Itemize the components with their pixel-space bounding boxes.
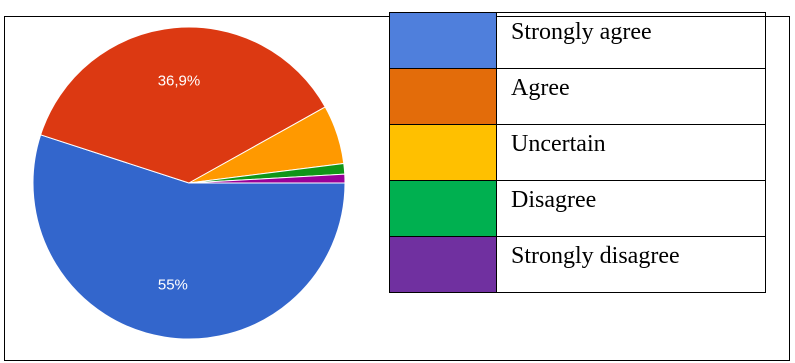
pie-label-strongly-agree: 55% — [158, 277, 188, 294]
legend-swatch-strongly-disagree — [389, 236, 497, 293]
legend-table: Strongly agree Agree Uncertain Disagree Stro… — [389, 12, 766, 293]
pie-slice-strongly-disagree — [188, 173, 346, 184]
legend-row-strongly-agree: Strongly agree — [389, 12, 766, 69]
legend-swatch-agree — [389, 68, 497, 125]
legend-swatch-strongly-agree — [389, 12, 497, 69]
legend-swatch-uncertain — [389, 124, 497, 181]
pie-slice-agree — [40, 26, 326, 184]
legend-label-disagree: Disagree — [496, 180, 766, 237]
legend-row-uncertain: Uncertain — [389, 124, 766, 181]
legend-label-strongly-disagree: Strongly disagree — [496, 236, 766, 293]
legend-label-uncertain: Uncertain — [496, 124, 766, 181]
pie-label-agree: 36,9% — [158, 73, 201, 90]
legend-label-agree: Agree — [496, 68, 766, 125]
legend-swatch-disagree — [389, 180, 497, 237]
legend-row-disagree: Disagree — [389, 180, 766, 237]
legend-row-agree: Agree — [389, 68, 766, 125]
legend-label-strongly-agree: Strongly agree — [496, 12, 766, 69]
pie-slice-strongly-agree — [32, 134, 346, 340]
legend-row-strongly-disagree: Strongly disagree — [389, 236, 766, 293]
